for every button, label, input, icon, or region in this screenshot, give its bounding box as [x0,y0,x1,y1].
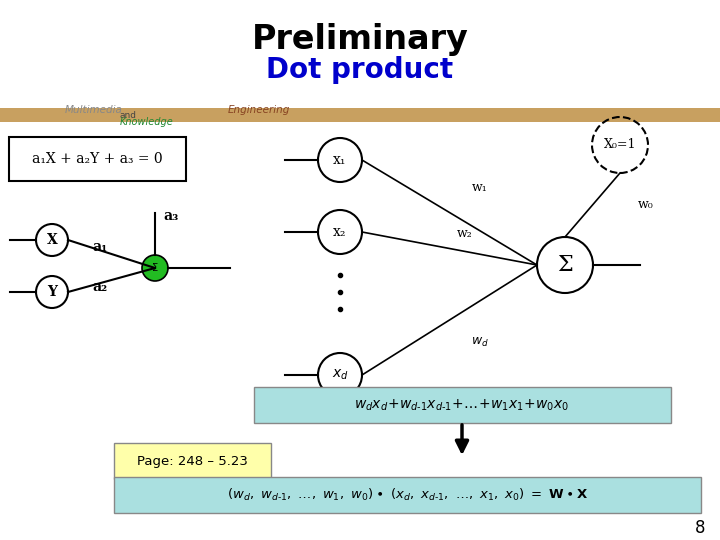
Text: a₁: a₁ [92,240,107,254]
Text: a₃: a₃ [163,209,179,223]
Bar [0,108,720,122]
FancyBboxPatch shape [254,387,671,423]
Text: Multimedia: Multimedia [65,105,123,115]
Text: w₁: w₁ [472,181,487,194]
Text: w₂: w₂ [456,227,472,240]
Text: Dot product: Dot product [266,56,454,84]
Circle shape [142,255,168,281]
Text: and: and [120,111,137,120]
Text: x₁: x₁ [333,153,347,167]
Text: x₂: x₂ [333,225,347,239]
Text: Preliminary: Preliminary [251,24,469,57]
Text: Page: 248 – 5.23: Page: 248 – 5.23 [137,455,248,468]
Text: $w_d x_d\!+\!w_{d\text{-}1}x_{d\text{-}1}\!+\!\ldots\!+\!w_1 x_1\!+\!w_0 x_0$: $w_d x_d\!+\!w_{d\text{-}1}x_{d\text{-}1… [354,397,570,413]
Text: $w_d$: $w_d$ [471,335,488,348]
Circle shape [537,237,593,293]
Text: 8: 8 [695,519,706,537]
Text: Σ: Σ [557,254,573,276]
FancyBboxPatch shape [114,443,271,479]
Text: Engineering: Engineering [228,105,290,115]
Text: $x_d$: $x_d$ [332,368,348,382]
Text: a₂: a₂ [92,280,107,294]
Text: X₀=1: X₀=1 [604,138,636,152]
Text: w₀: w₀ [638,199,654,212]
Text: $(w_d,\ w_{d\text{-}1},\ \ldots,\ w_1,\ w_0)\bullet\ (x_d,\ x_{d\text{-}1},\ \ld: $(w_d,\ w_{d\text{-}1},\ \ldots,\ w_1,\ … [227,487,589,503]
FancyBboxPatch shape [114,477,701,513]
Text: X: X [47,233,58,247]
FancyBboxPatch shape [9,137,186,181]
Text: Y: Y [47,285,57,299]
Text: a₁X + a₂Y + a₃ = 0: a₁X + a₂Y + a₃ = 0 [32,152,162,166]
Text: Σ: Σ [152,263,158,273]
Text: Knowledge: Knowledge [120,117,174,127]
